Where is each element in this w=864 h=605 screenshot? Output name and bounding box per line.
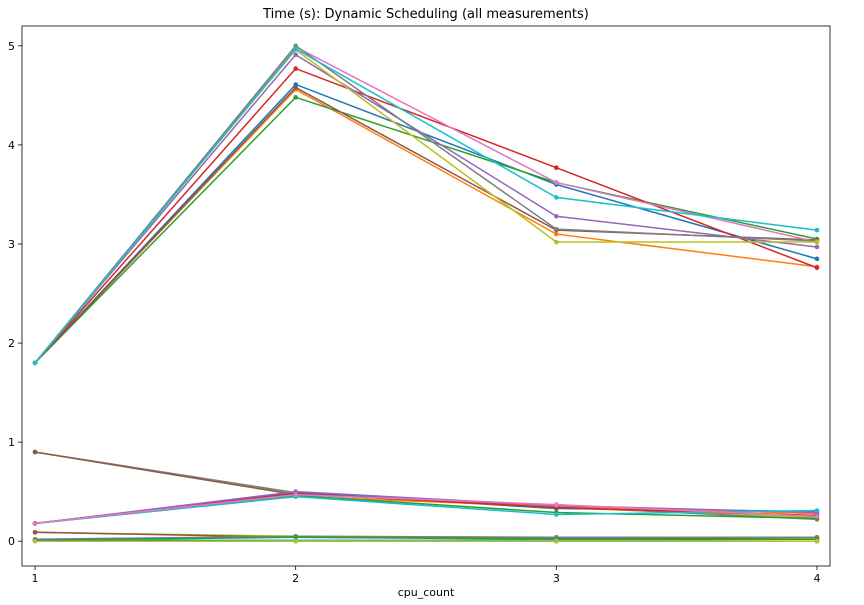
data-point [554,231,559,237]
series-line [34,490,817,525]
y-tick-label: 5 [8,40,15,53]
series-4 [32,52,820,366]
chart-title: Time (s): Dynamic Scheduling (all measur… [262,7,589,22]
data-point [293,538,298,544]
data-point [554,180,559,185]
data-point [32,521,38,526]
y-tick-label: 0 [8,535,15,548]
data-point [32,538,38,544]
data-point [554,538,559,544]
data-point [554,213,559,219]
series-line [34,493,818,525]
x-axis: 1 2 3 4 [32,566,820,585]
data-point [554,512,559,517]
data-point [814,538,820,544]
series-line [34,495,817,525]
data-point [814,508,820,513]
x-tick-label: 2 [292,572,299,585]
data-point [32,449,38,455]
data-point [814,514,820,519]
data-point [32,360,38,366]
series-8 [32,47,820,366]
data-point [293,95,298,100]
series-line [34,48,817,364]
series-line [34,47,818,364]
series-line [34,44,818,364]
series-9 [32,46,820,366]
x-tick-label: 1 [32,572,39,585]
y-tick-label: 2 [8,337,15,350]
data-point [293,85,298,90]
series-16 [32,491,820,526]
data-point [554,195,559,200]
series-13 [32,490,820,526]
series-19 [32,492,820,526]
data-point [293,66,298,71]
data-point [554,226,559,232]
data-point [293,52,298,58]
y-tick-label: 1 [8,436,15,449]
data-point [293,46,298,52]
series-line [34,96,818,364]
data-point [32,530,38,535]
x-tick-label: 4 [813,572,820,585]
data-point [814,256,820,262]
series-line [35,536,817,541]
data-point [554,239,559,245]
y-tick-label: 4 [8,139,15,152]
series-line [34,451,817,519]
series-7 [32,43,820,366]
data-point [554,165,559,170]
plot-area [32,43,820,544]
series-line [34,67,818,364]
y-tick-label: 3 [8,238,15,251]
data-point [814,265,820,271]
series-line [34,83,818,364]
series-26 [32,538,820,544]
series-line [34,53,818,364]
data-point [293,492,298,497]
series-line [34,491,817,525]
x-tick-label: 3 [553,572,560,585]
series-line [35,535,817,540]
y-axis: 0 1 2 3 4 5 [8,40,22,548]
x-axis-label: cpu_count [398,586,455,599]
data-point [814,227,820,233]
series-6 [32,44,820,366]
series-17 [32,489,820,526]
data-point [814,239,820,245]
data-point [814,244,820,250]
axes-frame [21,25,831,567]
series-line [34,45,818,364]
data-point [554,502,559,507]
